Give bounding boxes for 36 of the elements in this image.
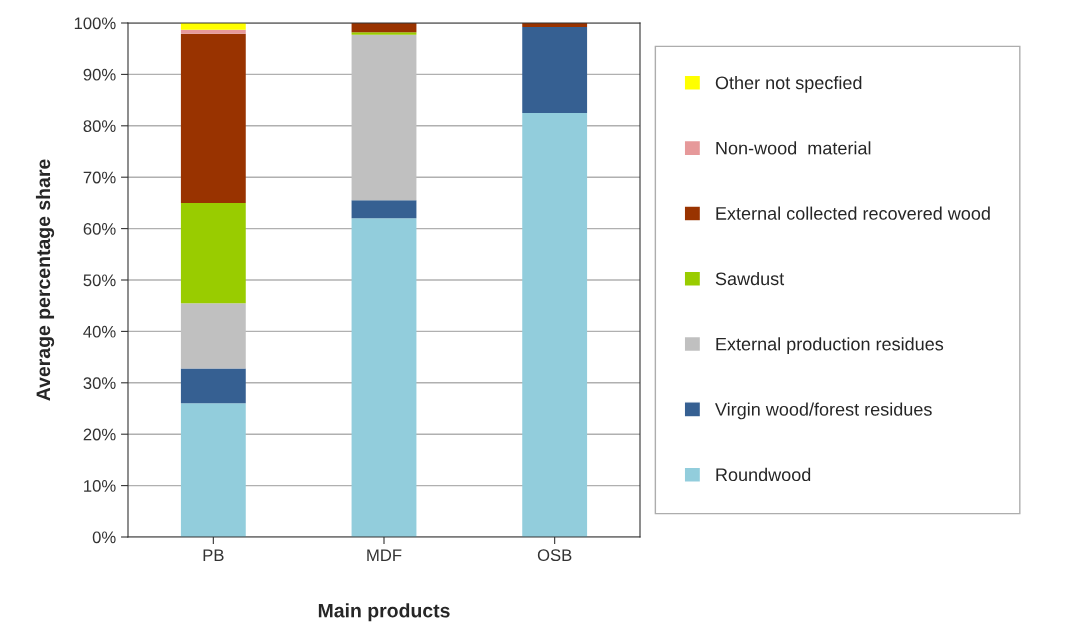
bar — [351, 34, 417, 201]
bar — [180, 23, 246, 30]
legend-label: External production residues — [716, 337, 944, 355]
x-tick-label: MDF — [367, 549, 402, 561]
bar — [180, 303, 246, 369]
bar — [351, 32, 417, 35]
y-tick-label: 40% — [83, 325, 116, 338]
y-tick-label: 100% — [74, 17, 116, 30]
y-tick-label: 10% — [84, 480, 116, 492]
legend-label: Non-wood material — [716, 141, 871, 155]
bar — [351, 218, 417, 537]
y-tick-label: 50% — [83, 274, 116, 287]
bar — [180, 33, 246, 203]
bar — [180, 29, 246, 34]
bar — [522, 112, 588, 537]
bar — [180, 202, 246, 304]
x-axis-title: Main products — [318, 603, 450, 622]
y-tick-label: 20% — [83, 428, 116, 441]
bar — [522, 27, 588, 113]
x-tick-label: OSB — [537, 549, 572, 562]
y-tick-label: 60% — [83, 223, 116, 235]
y-tick-label: 0% — [92, 531, 116, 544]
legend-label: Sawdust — [715, 271, 785, 286]
y-tick-label: 70% — [83, 171, 116, 184]
bar — [351, 200, 417, 219]
legend-label: External collected recovered wood — [716, 206, 990, 220]
y-tick-label: 90% — [83, 68, 116, 81]
x-tick-label: PB — [203, 549, 224, 561]
bar — [180, 368, 246, 404]
legend-label: Other not specfied — [715, 75, 862, 93]
legend-label: Virgin wood/forest residues — [715, 402, 932, 420]
y-axis-title: Average percentage share — [35, 159, 55, 401]
legend-label: Roundwood — [716, 467, 811, 482]
y-tick-label: 80% — [83, 120, 116, 132]
y-tick-label: 30% — [83, 377, 116, 389]
bar — [180, 403, 246, 537]
